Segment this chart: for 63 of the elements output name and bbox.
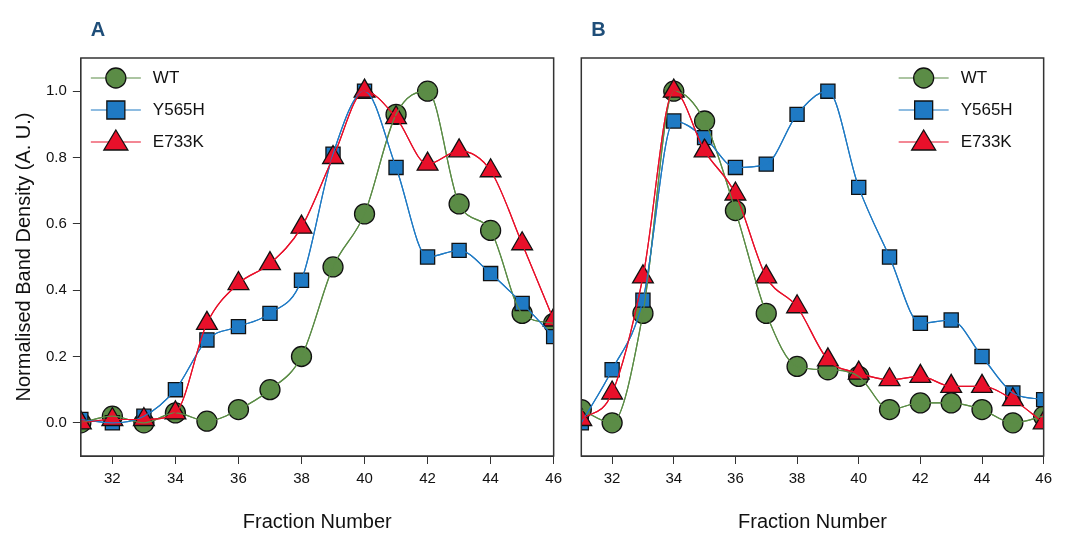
point	[479, 219, 502, 242]
point	[199, 332, 215, 348]
point	[448, 193, 470, 215]
point	[666, 113, 682, 129]
y-tick-label: 0.4	[45, 280, 67, 298]
x-tick-label: 46	[545, 469, 562, 487]
x-tick-label: 38	[788, 469, 806, 487]
x-tick-label: 34	[167, 469, 184, 487]
legend-label: Y565H	[152, 99, 205, 119]
x-tick-label: 40	[356, 469, 373, 487]
point	[820, 83, 836, 99]
y-axis-title: Normalised Band Density (A. U.)	[11, 112, 34, 402]
point	[909, 392, 932, 414]
legend-label: Y565H	[960, 99, 1013, 119]
x-tick-label: 40	[850, 469, 868, 487]
x-tick-label: 38	[293, 469, 310, 487]
y-tick-label: 0.0	[45, 412, 67, 430]
x-tick-label: 32	[104, 469, 121, 487]
x-tick-label: 32	[603, 469, 621, 487]
point	[881, 249, 898, 265]
point	[878, 398, 901, 421]
point	[416, 80, 439, 102]
point	[293, 272, 310, 288]
y-tick-label: 0.2	[45, 346, 67, 364]
point	[601, 412, 623, 434]
x-tick-label: 36	[727, 469, 744, 487]
x-tick-label: 44	[973, 469, 991, 487]
point	[1002, 412, 1024, 434]
y-tick-label: 0.8	[45, 147, 67, 165]
point	[971, 398, 993, 421]
legend-label: E733K	[152, 131, 205, 151]
chart-title: A	[90, 17, 106, 40]
x-tick-label: 42	[419, 469, 436, 487]
x-tick-label: 36	[230, 469, 247, 487]
chart-title: B	[591, 17, 606, 40]
y-tick-label: 1.0	[45, 81, 67, 99]
point	[943, 312, 959, 328]
legend-label: WT	[152, 67, 180, 87]
point	[196, 410, 218, 432]
legend-label: WT	[960, 67, 988, 87]
point	[786, 355, 808, 378]
x-axis-title: Fraction Number	[738, 509, 888, 532]
point	[262, 305, 278, 322]
x-tick-label: 34	[665, 469, 683, 487]
point	[227, 398, 250, 421]
point	[758, 156, 774, 172]
legend-label: E733K	[960, 131, 1013, 151]
point	[451, 242, 467, 259]
point	[259, 379, 281, 401]
point	[290, 345, 313, 368]
point	[322, 256, 344, 278]
x-tick-label: 42	[912, 469, 929, 487]
y-tick-label: 0.6	[45, 213, 67, 231]
x-tick-label: 44	[482, 469, 499, 487]
point	[693, 110, 716, 132]
point	[353, 203, 376, 225]
x-tick-label: 46	[1035, 469, 1052, 487]
point	[388, 159, 404, 176]
x-axis-title: Fraction Number	[242, 509, 393, 532]
point	[419, 249, 436, 265]
point	[789, 106, 805, 123]
point	[755, 302, 777, 325]
point	[974, 348, 990, 365]
